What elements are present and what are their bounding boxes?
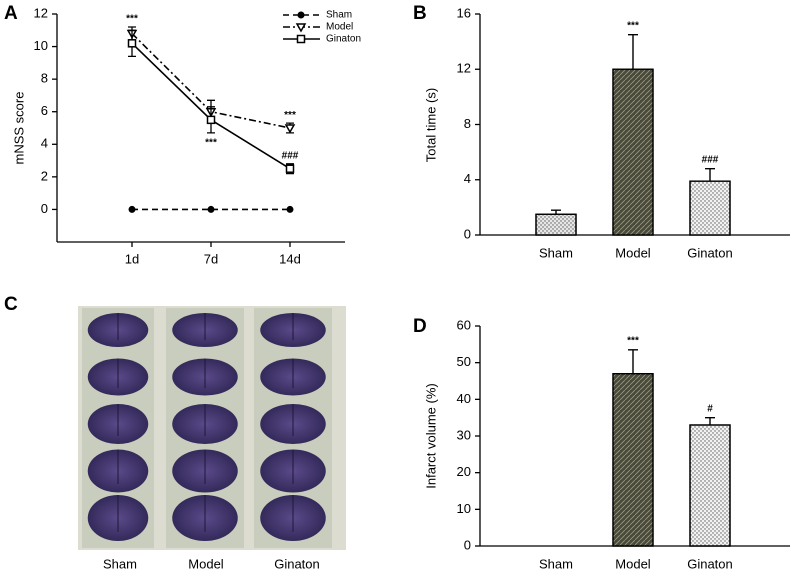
legend-label: Ginaton: [326, 34, 361, 45]
legend-label: Model: [326, 22, 353, 33]
error-bar: [628, 349, 638, 374]
panel-label: A: [4, 3, 18, 24]
bar-texture: [612, 373, 654, 547]
x-tick-label: Model: [615, 556, 651, 571]
x-tick-label: 14d: [279, 251, 301, 266]
y-tick-label: 4: [464, 171, 471, 186]
legend-marker: [297, 11, 305, 19]
significance: ***: [284, 110, 296, 121]
y-tick-label: 2: [41, 168, 48, 183]
marker: [127, 39, 137, 48]
x-tick-label: Sham: [539, 245, 573, 260]
x-tick-label: 1d: [125, 251, 139, 266]
y-axis-label: Infarct volume (%): [423, 383, 438, 488]
brain-slices: [78, 306, 346, 550]
bar-texture: [689, 180, 731, 236]
y-tick-label: 12: [457, 61, 471, 76]
y-tick-label: 8: [41, 71, 48, 86]
y-tick-label: 12: [34, 5, 48, 20]
significance: ***: [205, 138, 217, 149]
column-label: Sham: [103, 556, 137, 571]
significance: ***: [627, 20, 639, 31]
y-tick-label: 60: [457, 317, 471, 332]
y-tick-label: 4: [41, 136, 48, 151]
marker: [206, 115, 216, 125]
marker: [284, 124, 296, 134]
significance: ***: [627, 335, 639, 346]
y-tick-label: 20: [457, 464, 471, 479]
legend-label: Sham: [326, 10, 352, 21]
error-bar: [551, 209, 561, 215]
significance: ###: [702, 154, 719, 165]
bar-texture: [535, 213, 577, 236]
x-tick-label: 7d: [204, 251, 218, 266]
y-tick-label: 10: [457, 501, 471, 516]
y-tick-label: 50: [457, 354, 471, 369]
error-bar: [705, 416, 715, 425]
significance: ###: [282, 150, 299, 161]
y-tick-label: 16: [457, 5, 471, 20]
legend-marker: [295, 23, 307, 33]
error-bar: [705, 168, 715, 182]
marker: [128, 205, 136, 213]
y-axis-label: mNSS score: [11, 92, 26, 165]
panel-label: C: [4, 294, 18, 315]
column-label: Ginaton: [274, 556, 320, 571]
significance: #: [707, 403, 713, 414]
y-tick-label: 8: [464, 116, 471, 131]
y-tick-label: 0: [41, 201, 48, 216]
panel-label: B: [413, 3, 427, 24]
y-tick-label: 0: [464, 226, 471, 241]
marker: [285, 164, 295, 173]
error-bar: [628, 34, 638, 70]
significance: ***: [126, 14, 138, 25]
y-tick-label: 10: [34, 38, 48, 53]
bar-texture: [612, 68, 654, 236]
marker: [207, 205, 215, 213]
x-tick-label: Sham: [539, 556, 573, 571]
legend-marker: [296, 34, 306, 44]
x-tick-label: Ginaton: [687, 245, 733, 260]
y-tick-label: 30: [457, 427, 471, 442]
marker: [286, 205, 294, 213]
bar-texture: [689, 424, 731, 547]
x-tick-label: Model: [615, 245, 651, 260]
y-axis-label: Total time (s): [423, 88, 438, 162]
y-tick-label: 40: [457, 391, 471, 406]
x-tick-label: Ginaton: [687, 556, 733, 571]
y-tick-label: 6: [41, 103, 48, 118]
column-label: Model: [188, 556, 224, 571]
panel-label: D: [413, 316, 427, 337]
y-tick-label: 0: [464, 537, 471, 552]
